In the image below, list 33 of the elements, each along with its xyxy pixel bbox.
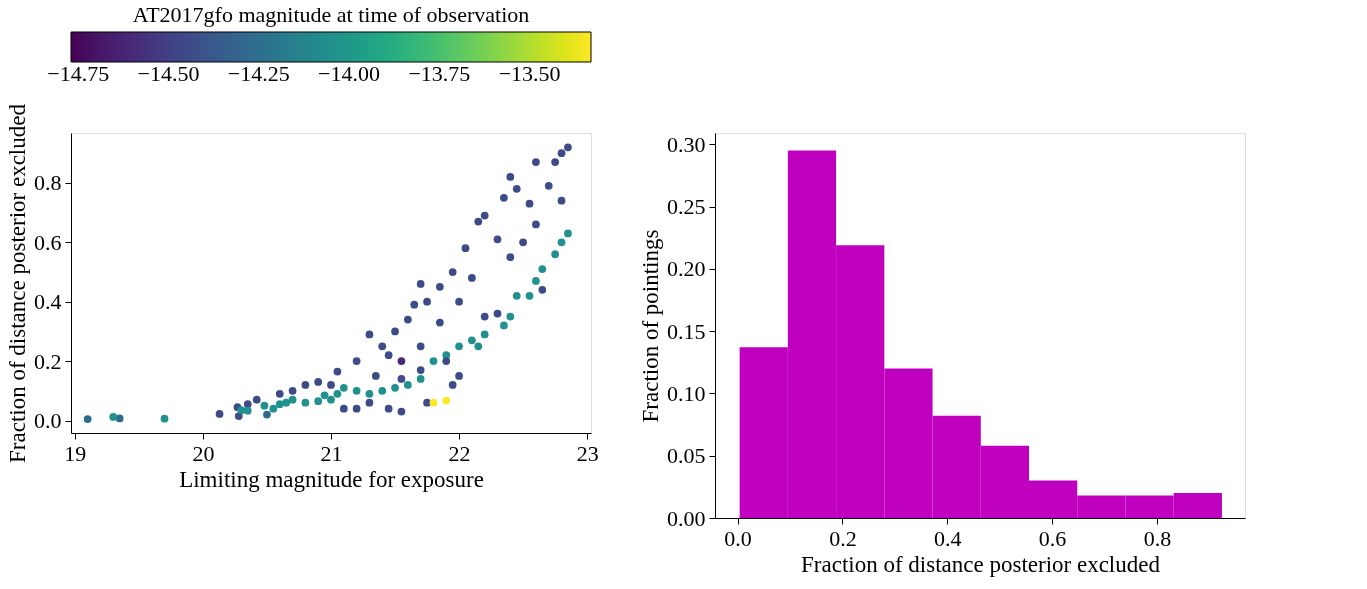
x-tick-label: 0.2 <box>829 525 857 551</box>
y-tick-label: 0.10 <box>667 380 706 406</box>
y-tick-label: 0.05 <box>667 443 706 469</box>
x-tick-label: 22 <box>448 440 471 466</box>
color-bar-label: −14.75 <box>47 61 110 86</box>
y-tick-label: 0.30 <box>667 131 706 157</box>
y-tick-label: 0.6 <box>34 229 62 255</box>
x-tick-label: 21 <box>320 440 343 466</box>
x-tick-label: 0.6 <box>1038 525 1067 551</box>
y-tick-label: 0.2 <box>34 348 62 374</box>
color-bar-title: AT2017gfo magnitude at time of observation <box>132 2 530 27</box>
y-tick-label: 0.25 <box>667 194 706 220</box>
color-bar-label: −14.50 <box>137 61 200 86</box>
x-tick-label: 0.4 <box>933 525 962 551</box>
x-tick-label: 0.0 <box>724 525 752 551</box>
color-bar-label: −13.75 <box>408 61 471 86</box>
x-axis-title: Fraction of distance posterior excluded <box>801 551 1161 577</box>
y-axis-title: Fraction of pointings <box>638 229 663 423</box>
color-bar-label: −14.25 <box>227 61 290 86</box>
y-axis-title: Fraction of distance posterior excluded <box>5 103 30 463</box>
y-tick-label: 0.4 <box>34 289 62 315</box>
color-bar-label: −14.00 <box>318 61 381 86</box>
y-tick-label: 0.00 <box>667 505 706 531</box>
x-tick-label: 20 <box>192 440 215 466</box>
y-tick-label: 0.8 <box>34 170 62 196</box>
x-axis-title: Limiting magnitude for exposure <box>179 466 484 492</box>
x-tick-label: 0.8 <box>1143 525 1172 551</box>
y-tick-label: 0.0 <box>34 408 62 434</box>
y-tick-label: 0.20 <box>667 256 706 282</box>
color-bar-label: −13.50 <box>498 61 561 86</box>
x-tick-label: 23 <box>576 440 599 466</box>
y-tick-label: 0.15 <box>667 318 706 344</box>
x-tick-label: 19 <box>64 440 87 466</box>
